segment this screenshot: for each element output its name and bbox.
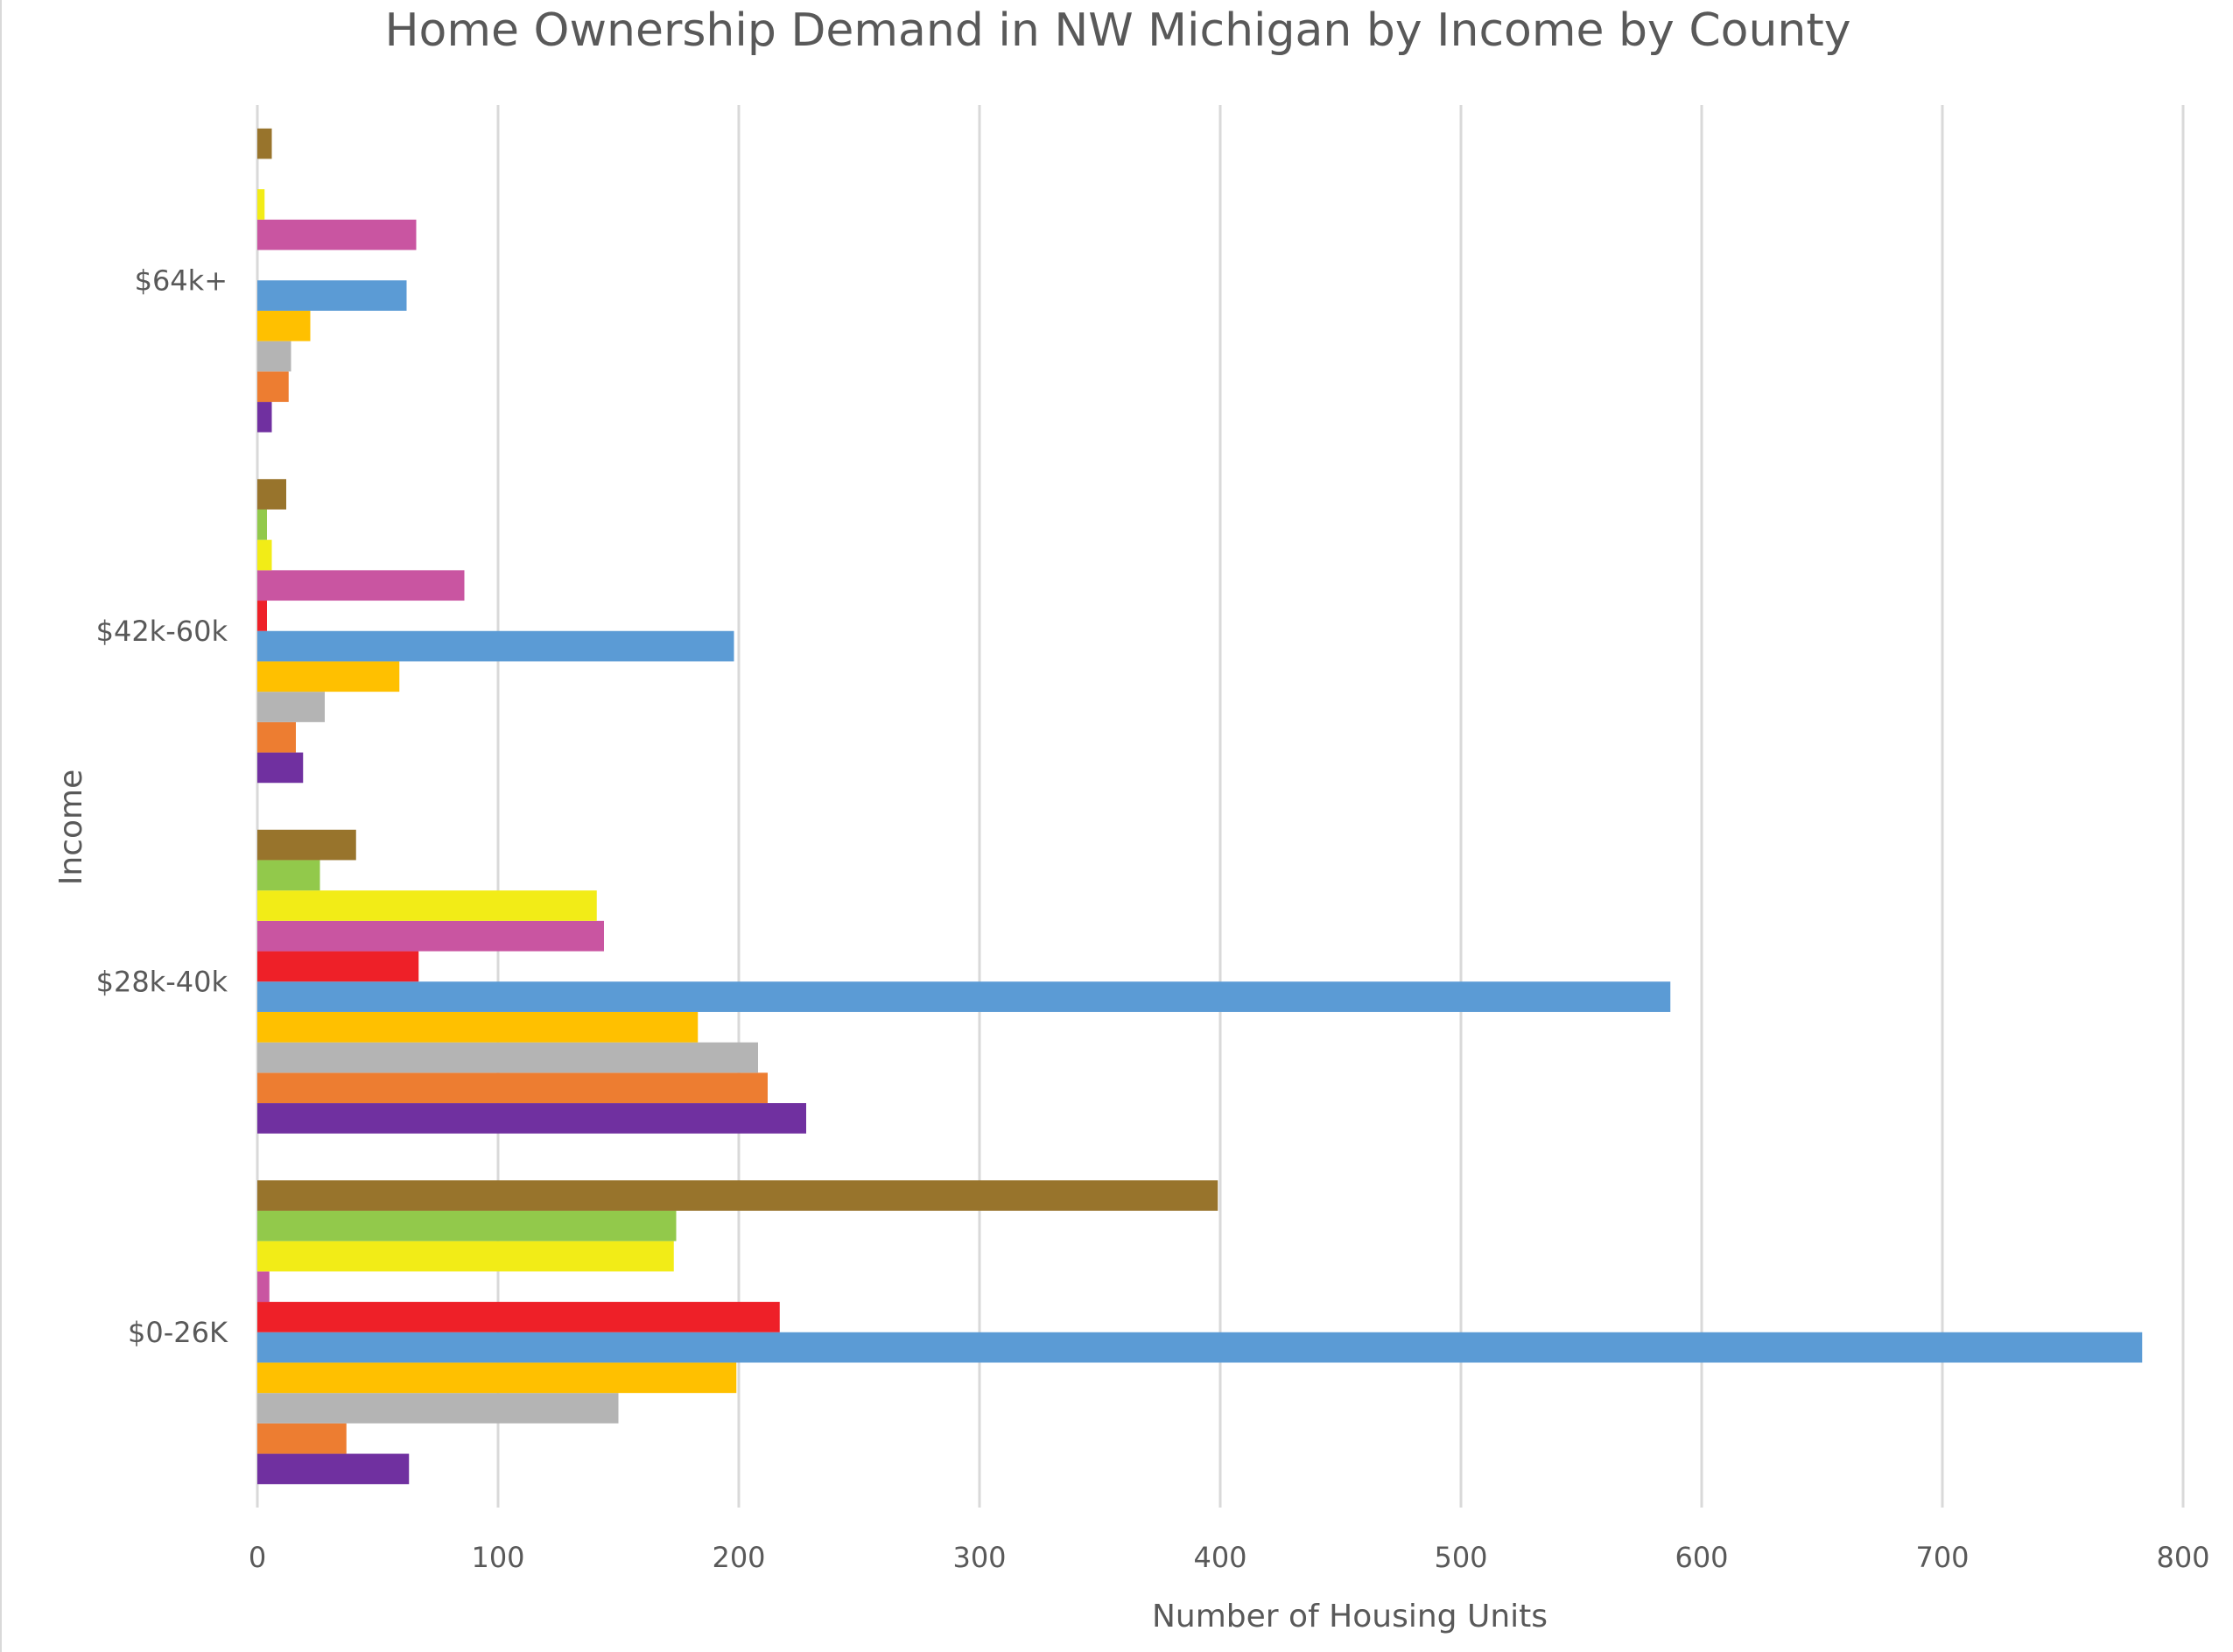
y-axis-title: Income	[53, 770, 89, 885]
bar-2-4	[257, 630, 734, 662]
x-axis-title: Number of Housing Units	[1152, 1599, 1548, 1634]
x-tick-label-7: 700	[1915, 1541, 1969, 1574]
tick-labels: 0 100 200 300 400 500 600 700 800 $0-26K $28k-40k $…	[96, 264, 2210, 1574]
bar-1-6	[257, 920, 604, 952]
bar-1-5	[257, 951, 419, 982]
bar-1-0	[257, 1103, 806, 1134]
bar-0-4	[257, 1332, 2143, 1363]
bar-0-7	[257, 1241, 674, 1272]
bar-0-1	[257, 1423, 347, 1454]
x-tick-label-6: 600	[1675, 1541, 1728, 1574]
bar-0-3	[257, 1362, 737, 1394]
bar-2-8	[257, 509, 267, 540]
x-tick-label-1: 100	[471, 1541, 524, 1574]
x-tick-label-5: 500	[1434, 1541, 1487, 1574]
y-tick-label-3: $64k+	[135, 264, 228, 297]
bar-3-3	[257, 310, 311, 341]
bar-0-8	[257, 1210, 677, 1241]
bar-2-1	[257, 721, 296, 753]
x-tick-label-3: 300	[952, 1541, 1006, 1574]
bar-0-6	[257, 1271, 270, 1303]
bar-1-8	[257, 860, 320, 891]
bar-3-9	[257, 128, 272, 159]
bar-1-3	[257, 1011, 699, 1043]
bar-1-7	[257, 890, 597, 921]
chart-title: Home Ownership Demand in NW Michigan by …	[384, 4, 1850, 57]
bar-2-6	[257, 570, 465, 601]
bar-0-0	[257, 1453, 410, 1485]
bar-2-2	[257, 692, 325, 722]
bars	[257, 128, 2143, 1485]
x-tick-label-4: 400	[1193, 1541, 1246, 1574]
bar-1-1	[257, 1072, 768, 1104]
y-tick-label-1: $28k-40k	[96, 965, 228, 998]
bar-3-4	[257, 280, 407, 311]
bar-2-5	[257, 601, 267, 631]
y-tick-label-0: $0-26K	[128, 1316, 228, 1349]
x-tick-label-0: 0	[249, 1541, 266, 1574]
bar-2-7	[257, 539, 272, 571]
x-tick-label-8: 800	[2156, 1541, 2209, 1574]
bar-2-3	[257, 661, 400, 692]
x-tick-label-2: 200	[712, 1541, 765, 1574]
bar-3-2	[257, 341, 291, 372]
bar-1-4	[257, 981, 1671, 1012]
bar-1-2	[257, 1042, 758, 1073]
y-tick-label-2: $42k-60k	[96, 615, 228, 648]
bar-2-9	[257, 479, 286, 510]
bar-0-2	[257, 1393, 619, 1424]
gridlines	[496, 105, 2185, 1508]
bar-3-6	[257, 219, 417, 250]
bar-3-0	[257, 402, 272, 432]
bar-3-7	[257, 189, 265, 220]
bar-1-9	[257, 829, 356, 861]
bar-2-0	[257, 752, 304, 784]
bar-0-9	[257, 1180, 1218, 1211]
bar-0-5	[257, 1302, 780, 1332]
bar-3-1	[257, 371, 289, 403]
